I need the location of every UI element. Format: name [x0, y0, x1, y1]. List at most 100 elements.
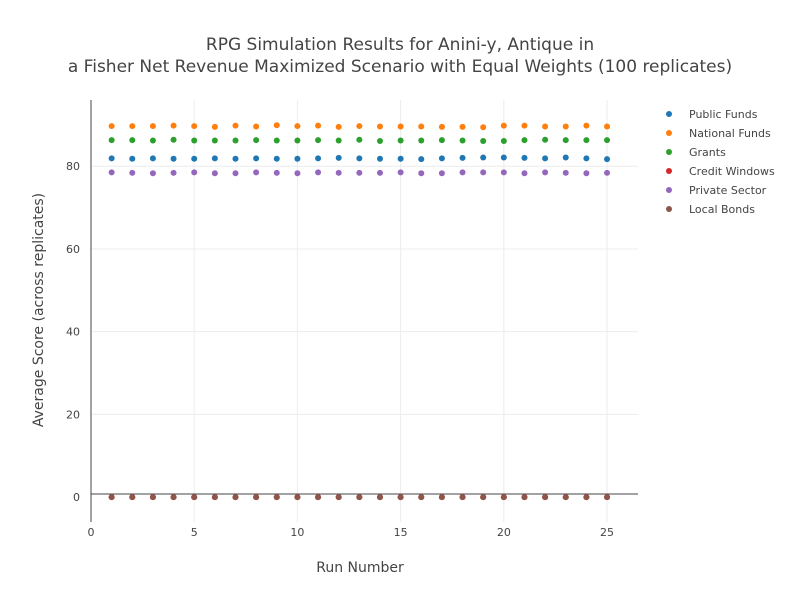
data-point	[521, 122, 528, 129]
legend-label: National Funds	[689, 127, 771, 140]
data-point	[562, 123, 569, 130]
data-point	[129, 155, 136, 162]
data-point	[500, 122, 507, 129]
legend-item[interactable]: Credit Windows	[666, 165, 775, 178]
data-point	[397, 494, 404, 501]
legend[interactable]: Public Funds National Funds Grants Credit W…	[666, 108, 775, 216]
legend-label: Local Bonds	[689, 203, 755, 216]
data-point	[542, 123, 549, 130]
legend-item[interactable]: Local Bonds	[666, 203, 755, 216]
data-point	[253, 494, 260, 501]
data-point	[500, 154, 507, 161]
data-point	[438, 123, 445, 130]
data-point	[149, 137, 156, 144]
data-points	[108, 122, 611, 501]
data-point	[232, 122, 239, 129]
data-point	[397, 123, 404, 130]
data-point	[604, 494, 611, 501]
x-tick-label: 5	[191, 526, 198, 539]
legend-item[interactable]: National Funds	[666, 127, 771, 140]
data-point	[376, 169, 383, 176]
tick-labels: 0 20 40 60 80 0 5 10 15 20 25	[66, 160, 614, 539]
data-point	[604, 137, 611, 144]
data-point	[335, 154, 342, 161]
y-axis-title: Average Score (across replicates)	[31, 193, 47, 427]
legend-marker	[666, 187, 672, 193]
y-tick-label: 80	[66, 160, 80, 173]
data-point	[108, 155, 115, 162]
data-point	[418, 123, 425, 130]
data-point	[191, 123, 198, 130]
data-point	[191, 155, 198, 162]
data-point	[211, 170, 218, 177]
data-point	[170, 122, 177, 129]
y-tick-label: 20	[66, 408, 80, 421]
data-point	[294, 170, 301, 177]
data-point	[418, 156, 425, 163]
data-point	[273, 169, 280, 176]
data-point	[480, 494, 487, 501]
legend-item[interactable]: Grants	[666, 146, 726, 159]
data-point	[418, 137, 425, 144]
data-point	[253, 123, 260, 130]
data-point	[583, 170, 590, 177]
data-point	[108, 137, 115, 144]
legend-item[interactable]: Public Funds	[666, 108, 758, 121]
data-point	[294, 123, 301, 130]
data-point	[129, 137, 136, 144]
data-point	[335, 137, 342, 144]
data-point	[253, 137, 260, 144]
data-point	[356, 136, 363, 143]
data-point	[129, 494, 136, 501]
data-point	[170, 155, 177, 162]
x-tick-label: 10	[290, 526, 304, 539]
data-point	[521, 154, 528, 161]
data-point	[149, 155, 156, 162]
data-point	[459, 137, 466, 144]
data-point	[232, 155, 239, 162]
data-point	[480, 137, 487, 144]
legend-marker	[666, 168, 672, 174]
data-point	[273, 494, 280, 501]
data-point	[108, 169, 115, 176]
data-point	[253, 155, 260, 162]
data-point	[562, 169, 569, 176]
data-point	[315, 137, 322, 144]
data-point	[521, 494, 528, 501]
data-point	[149, 494, 156, 501]
data-point	[335, 123, 342, 130]
data-point	[356, 123, 363, 130]
data-point	[149, 123, 156, 130]
legend-item[interactable]: Private Sector	[666, 184, 767, 197]
data-point	[604, 169, 611, 176]
data-point	[315, 122, 322, 129]
data-point	[562, 494, 569, 501]
data-point	[604, 156, 611, 163]
data-point	[438, 155, 445, 162]
data-point	[315, 169, 322, 176]
legend-marker	[666, 149, 672, 155]
data-point	[170, 136, 177, 143]
data-point	[232, 137, 239, 144]
data-point	[604, 123, 611, 130]
legend-marker	[666, 130, 672, 136]
data-point	[170, 169, 177, 176]
title-line-1: RPG Simulation Results for Anini-y, Anti…	[206, 35, 594, 55]
x-tick-label: 15	[394, 526, 408, 539]
data-point	[211, 494, 218, 501]
data-point	[315, 494, 322, 501]
data-point	[542, 155, 549, 162]
data-point	[253, 169, 260, 176]
data-point	[108, 123, 115, 130]
x-tick-label: 0	[88, 526, 95, 539]
data-point	[480, 169, 487, 176]
legend-marker	[666, 206, 672, 212]
data-point	[542, 169, 549, 176]
y-tick-label: 0	[73, 491, 80, 504]
x-tick-label: 25	[600, 526, 614, 539]
legend-marker	[666, 111, 672, 117]
data-point	[500, 137, 507, 144]
data-point	[232, 170, 239, 177]
y-tick-label: 40	[66, 326, 80, 339]
data-point	[129, 169, 136, 176]
